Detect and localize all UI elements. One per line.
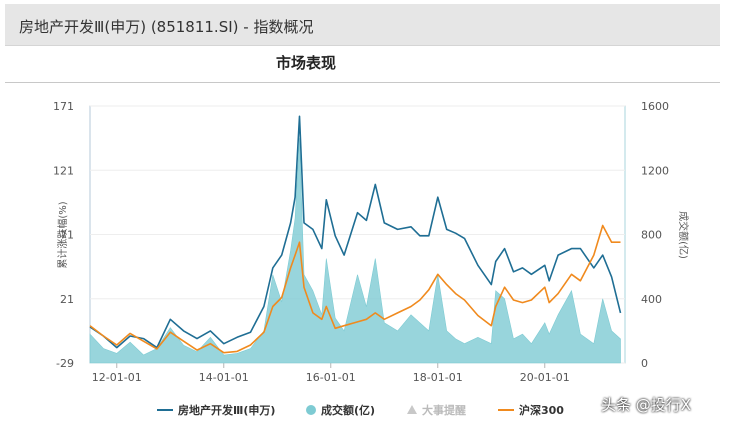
right-tick-label: 1600 (641, 100, 669, 113)
x-tick-label: 16-01-01 (306, 371, 356, 384)
right-tick-label: 0 (641, 357, 648, 370)
y-axis-title: 累计涨跌幅(%) (56, 201, 69, 268)
legend-index-label[interactable]: 房地产开发Ⅲ(申万) (178, 403, 275, 417)
index-line (89, 115, 622, 349)
right-tick-label: 1200 (641, 164, 669, 177)
x-tick-label: 12-01-01 (92, 371, 142, 384)
x-tick-label: 14-01-01 (199, 371, 249, 384)
section-divider (5, 82, 720, 83)
y2-axis-title: 成交额(亿) (677, 211, 690, 259)
section-title: 市场表现 (276, 54, 337, 72)
left-tick-label: 71 (60, 229, 74, 242)
hs300-line (89, 224, 621, 354)
x-tick-label: 20-01-01 (520, 371, 570, 384)
legend-hs300-label[interactable]: 沪深300 (519, 403, 564, 417)
window-title-bar: 房地产开发Ⅲ(申万) (851811.SI) - 指数概况 (5, 4, 720, 46)
x-tick-label: 18-01-01 (413, 371, 463, 384)
volume-area (89, 138, 621, 364)
left-tick-label: -29 (56, 357, 74, 370)
left-tick-label: 21 (60, 293, 74, 306)
window-title: 房地产开发Ⅲ(申万) (851811.SI) - 指数概况 (19, 18, 314, 36)
legend-events-swatch[interactable] (407, 405, 417, 414)
right-tick-label: 400 (641, 293, 662, 306)
left-tick-label: 121 (53, 164, 74, 177)
legend-volume-label[interactable]: 成交额(亿) (321, 403, 375, 417)
right-tick-label: 800 (641, 229, 662, 242)
legend-volume-swatch[interactable] (306, 405, 316, 415)
watermark: 头条 @投行X (601, 396, 692, 414)
legend-events-label[interactable]: 大事提醒 (422, 403, 466, 417)
left-tick-label: 171 (53, 100, 74, 113)
